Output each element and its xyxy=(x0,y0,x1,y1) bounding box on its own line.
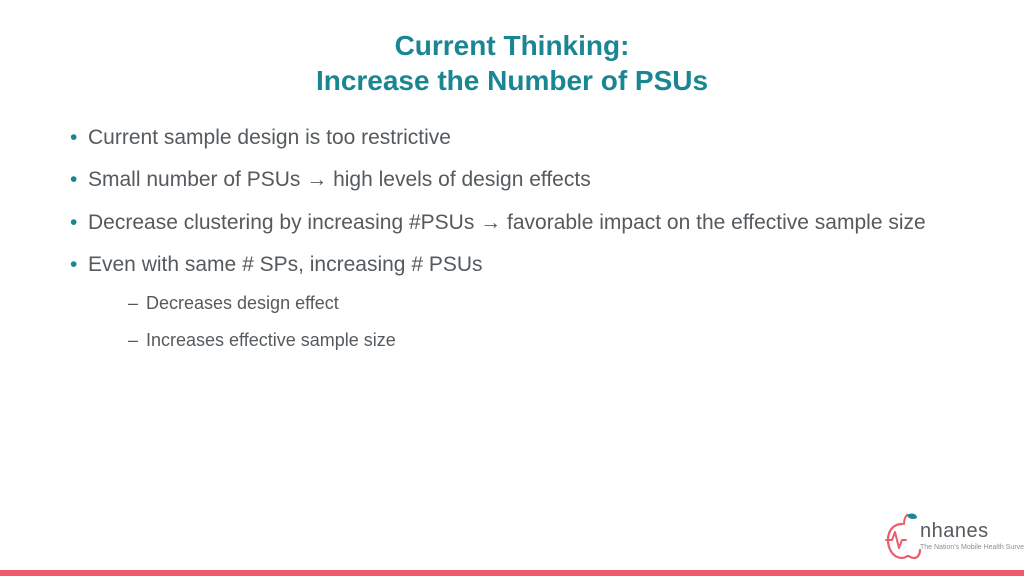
logo-text: nhanes xyxy=(920,520,989,543)
slide-title: Current Thinking: Increase the Number of… xyxy=(50,28,974,98)
bullet-item: Current sample design is too restrictive xyxy=(70,124,974,152)
bullet-text: Decrease clustering by increasing #PSUs … xyxy=(88,211,926,234)
bullet-text: Even with same # SPs, increasing # PSUs xyxy=(88,253,483,276)
bullet-text: Small number of PSUs → high levels of de… xyxy=(88,168,591,191)
bullet-item: Small number of PSUs → high levels of de… xyxy=(70,166,974,194)
sub-bullet-text: Increases effective sample size xyxy=(146,330,396,350)
sub-bullet-item: Increases effective sample size xyxy=(128,328,974,352)
title-line-2: Increase the Number of PSUs xyxy=(316,65,708,96)
title-line-1: Current Thinking: xyxy=(395,30,630,61)
sub-bullet-item: Decreases design effect xyxy=(128,291,974,315)
slide: Current Thinking: Increase the Number of… xyxy=(0,0,1024,576)
footer-accent-bar xyxy=(0,570,1024,576)
nhanes-logo: nhanes The Nation's Mobile Health Survey xyxy=(882,506,1002,562)
sub-bullet-text: Decreases design effect xyxy=(146,293,339,313)
leaf-path xyxy=(907,514,917,519)
bullet-text: Current sample design is too restrictive xyxy=(88,126,451,149)
stem-path xyxy=(904,515,907,524)
sub-bullet-list: Decreases design effect Increases effect… xyxy=(88,291,974,352)
bullet-item: Decrease clustering by increasing #PSUs … xyxy=(70,209,974,237)
logo-tagline: The Nation's Mobile Health Survey xyxy=(920,544,1024,551)
bullet-list: Current sample design is too restrictive… xyxy=(50,124,974,352)
bullet-item: Even with same # SPs, increasing # PSUs … xyxy=(70,251,974,352)
